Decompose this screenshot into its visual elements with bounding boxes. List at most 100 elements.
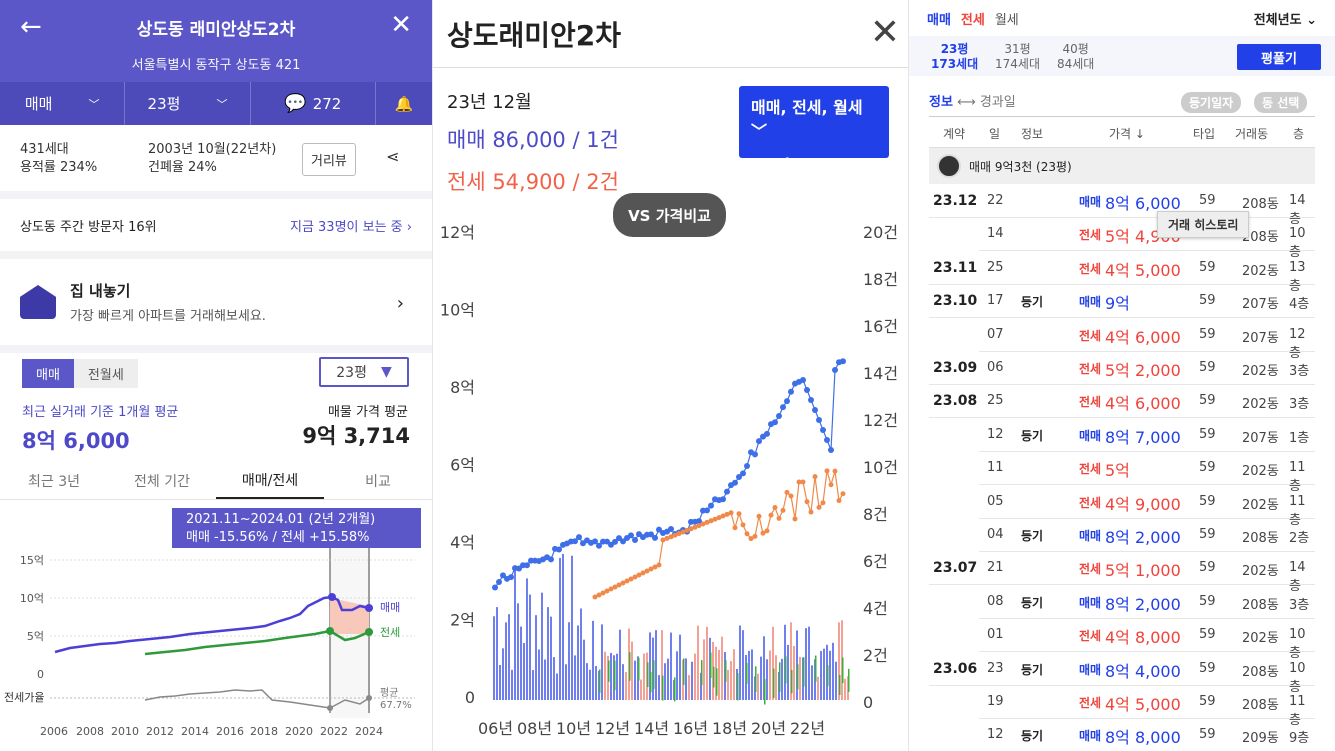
unit-type: 59 <box>1199 727 1216 743</box>
col-type: 타입 <box>1193 127 1216 141</box>
toggle-sale[interactable]: 매매 <box>22 359 74 388</box>
count-bar <box>757 673 759 700</box>
count-bar <box>661 630 663 700</box>
col-price[interactable]: 가격 ↓ <box>1109 127 1145 141</box>
view-toggle[interactable]: 정보 ⟷ 경과일 <box>929 91 1016 110</box>
trade-type-dropdown[interactable]: 매매 ﹀ <box>0 82 126 125</box>
toggle-rent[interactable]: 전월세 <box>73 359 138 388</box>
rent-point <box>784 489 790 495</box>
tab-rent[interactable]: 전세 <box>960 12 985 28</box>
tab-monthly[interactable]: 월세 <box>994 12 1019 28</box>
table-row[interactable]: 07 전세 4억 6,000 59 207동 12층 <box>929 318 1315 361</box>
close-icon[interactable]: ✕ <box>869 12 900 53</box>
my-listing-row[interactable]: 매매 9억3천 (23평) <box>929 148 1315 184</box>
streetview-button[interactable]: 거리뷰 <box>302 143 356 176</box>
price-trend-chart[interactable]: 15억 10억 5억 0 매매 전세 전세가율 평균 67.7% 2006 20… <box>0 548 432 748</box>
avg-label: 평균 <box>380 687 398 699</box>
table-row[interactable]: 12 등기 매매 8억 8,000 59 209동 9층 <box>929 718 1315 751</box>
x-tick: 2016 <box>216 725 244 738</box>
rent-point <box>600 590 606 596</box>
count-bar <box>676 651 678 700</box>
unit-type: 59 <box>1199 193 1216 208</box>
size-dropdown[interactable]: 23평 ﹀ <box>125 82 251 125</box>
size-option[interactable]: 23평 173세대 <box>931 42 978 72</box>
rent-point <box>704 519 710 525</box>
table-row[interactable]: 04 등기 매매 8억 2,000 59 208동 2층 <box>929 518 1315 552</box>
table-row[interactable]: 23.08 25 전세 4억 6,000 59 202동 3층 <box>929 384 1315 419</box>
table-row[interactable]: 01 전세 4억 8,000 59 202동 10층 <box>929 618 1315 661</box>
building-select-chip[interactable]: 동 선택 <box>1254 92 1308 113</box>
unit-type: 59 <box>1199 393 1216 409</box>
sale-point <box>556 546 562 553</box>
contract-day: 11 <box>987 460 1004 476</box>
size-select[interactable]: 23평 ▼ <box>319 357 409 387</box>
table-row[interactable]: 23.10 17 등기 매매 9억 59 207동 4층 <box>929 284 1315 319</box>
close-icon[interactable]: ✕ <box>390 10 412 40</box>
floor: 1층 <box>1289 430 1310 446</box>
table-row[interactable]: 23.06 23 등기 매매 8억 4,000 59 208동 10층 <box>929 652 1315 695</box>
axis-tick: 10년 <box>556 719 591 738</box>
contract-month: 23.10 <box>933 293 978 310</box>
price-chart-panel: 상도래미안2차 ✕ 23년 12월 매매 86,000 / 1건 전세 54,9… <box>432 0 908 751</box>
count-bar <box>655 630 657 700</box>
table-row[interactable]: 11 전세 5억 59 202동 11층 <box>929 451 1315 494</box>
tab-all-period[interactable]: 전체 기간 <box>134 473 190 490</box>
listing-avg-label: 매물 가격 평균 <box>327 405 408 420</box>
transaction-chart[interactable]: 12억 10억 8억 6억 4억 2억 0 20건 18건 16건 14건 12건 10건 8건 6건 4건… <box>433 210 908 751</box>
rent-point <box>804 499 810 505</box>
monthly-bar <box>725 660 727 682</box>
sale-point <box>620 538 626 545</box>
list-my-home-banner[interactable]: 집 내놓기 가장 빠르게 아파트를 거래해보세요. › <box>0 259 432 353</box>
table-row[interactable]: 23.07 21 전세 5억 1,000 59 202동 14층 <box>929 551 1315 594</box>
tab-sale[interactable]: 매매 <box>927 12 951 28</box>
table-row[interactable]: 19 전세 4억 5,000 59 208동 11층 <box>929 685 1315 728</box>
count-bar <box>610 652 612 700</box>
trade-type: 전세 <box>1079 362 1102 376</box>
count-bar <box>553 657 555 700</box>
table-row[interactable]: 23.12 22 매매 8억 6,000 59 208동 14층 <box>929 184 1315 227</box>
count-bar <box>514 565 516 700</box>
filter-box[interactable]: 매매, 전세, 월세 ﹀ 23평 전용 59㎡ <box>739 86 889 177</box>
col-contract: 계약 <box>943 127 966 141</box>
trade-types: 매매, 전세, 월세 ﹀ <box>751 94 877 142</box>
contract-day: 19 <box>987 694 1004 709</box>
table-row[interactable]: 12 등기 매매 8억 7,000 59 207동 1층 <box>929 418 1315 452</box>
table-row[interactable]: 23.09 06 전세 5억 2,000 59 202동 3층 <box>929 351 1315 385</box>
count-bar <box>820 651 822 700</box>
year-dropdown[interactable]: 전체년도 ⌄ <box>1254 9 1317 28</box>
comments-button[interactable]: 💬 272 <box>251 82 376 125</box>
tab-recent-3y[interactable]: 최근 3년 <box>28 473 80 490</box>
size-option[interactable]: 31평 174세대 <box>995 42 1040 72</box>
trade-history-tooltip[interactable]: 거래 히스토리 <box>1157 211 1250 238</box>
count-bar <box>544 659 546 700</box>
floor: 11층 <box>1289 460 1306 495</box>
back-arrow-icon[interactable]: ← <box>20 12 42 42</box>
sale-point <box>828 447 834 453</box>
contract-day: 04 <box>987 527 1004 542</box>
tab-sale-rent[interactable]: 매매/전세 <box>216 462 324 499</box>
size-label: 23평 <box>751 157 791 177</box>
table-row[interactable]: 23.11 25 전세 4억 5,000 59 202동 13층 <box>929 251 1315 294</box>
axis-tick: 20년 <box>751 719 786 738</box>
share-icon[interactable]: ⋖ <box>386 147 400 166</box>
viewers-now-link[interactable]: 지금 33명이 보는 중 › <box>289 219 412 235</box>
rent-point <box>676 531 682 537</box>
tab-compare[interactable]: 비교 <box>365 473 391 490</box>
count-bar <box>505 622 507 700</box>
size-option[interactable]: 40평 84세대 <box>1057 42 1094 72</box>
table-row[interactable]: 05 전세 4억 9,000 59 202동 11층 <box>929 485 1315 528</box>
visitor-rank-row[interactable]: 상도동 주간 방문자 16위 지금 33명이 보는 중 › <box>0 199 432 259</box>
registry-badge: 등기 <box>1021 428 1044 443</box>
compare-price-button[interactable]: VS 가격비교 <box>613 193 726 237</box>
sell-text: 집 내놓기 가장 빠르게 아파트를 거래해보세요. <box>70 280 266 324</box>
monthly-bar <box>764 679 766 705</box>
expand-size-button[interactable]: 평풀기 <box>1237 44 1321 70</box>
registry-date-chip[interactable]: 등기일자 <box>1181 92 1242 113</box>
count-bar <box>580 608 582 700</box>
rent-point <box>700 521 706 527</box>
building: 208동 <box>1242 597 1279 613</box>
rent-point <box>788 493 794 499</box>
table-row[interactable]: 08 등기 매매 8억 2,000 59 208동 3층 <box>929 585 1315 619</box>
notification-button[interactable]: 🔔 <box>376 82 432 125</box>
